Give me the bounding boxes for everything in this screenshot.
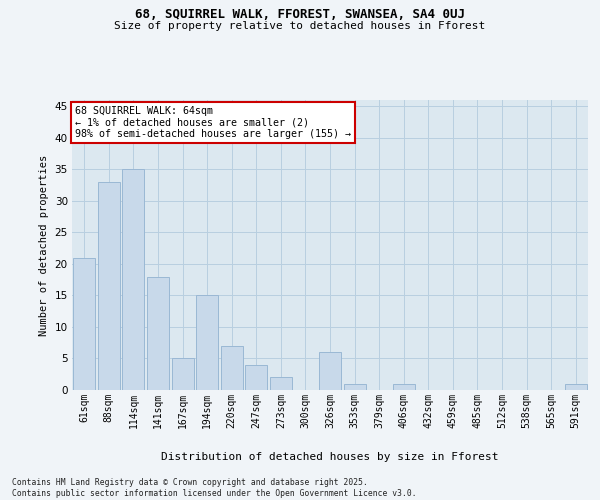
Bar [565, 384, 587, 390]
Bar [122, 170, 145, 390]
Bar [196, 296, 218, 390]
Text: Contains HM Land Registry data © Crown copyright and database right 2025.
Contai: Contains HM Land Registry data © Crown c… [12, 478, 416, 498]
Y-axis label: Number of detached properties: Number of detached properties [39, 154, 49, 336]
Text: Distribution of detached houses by size in Fforest: Distribution of detached houses by size … [161, 452, 499, 462]
Bar [392, 384, 415, 390]
Bar [319, 352, 341, 390]
Text: 68, SQUIRREL WALK, FFOREST, SWANSEA, SA4 0UJ: 68, SQUIRREL WALK, FFOREST, SWANSEA, SA4… [135, 8, 465, 20]
Bar [73, 258, 95, 390]
Text: Size of property relative to detached houses in Fforest: Size of property relative to detached ho… [115, 21, 485, 31]
Bar [147, 276, 169, 390]
Bar [344, 384, 365, 390]
Text: 68 SQUIRREL WALK: 64sqm
← 1% of detached houses are smaller (2)
98% of semi-deta: 68 SQUIRREL WALK: 64sqm ← 1% of detached… [74, 106, 350, 139]
Bar [245, 365, 268, 390]
Bar [270, 378, 292, 390]
Bar [98, 182, 120, 390]
Bar [172, 358, 194, 390]
Bar [221, 346, 243, 390]
